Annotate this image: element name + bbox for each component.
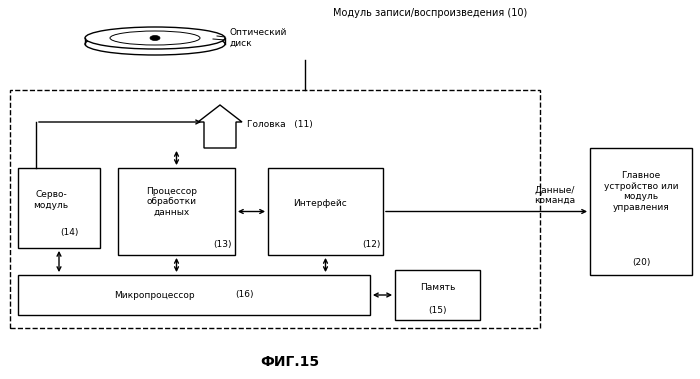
Bar <box>268 168 383 255</box>
Ellipse shape <box>110 31 200 45</box>
Text: Оптический
диск: Оптический диск <box>230 28 288 47</box>
Ellipse shape <box>85 33 225 55</box>
Text: (15): (15) <box>428 305 447 315</box>
Bar <box>18 275 370 315</box>
Text: Модуль записи/воспроизведения (10): Модуль записи/воспроизведения (10) <box>333 8 527 18</box>
Text: ФИГ.15: ФИГ.15 <box>260 355 320 369</box>
Text: (13): (13) <box>214 241 232 249</box>
Text: Интерфейс: Интерфейс <box>293 199 347 208</box>
Bar <box>118 168 235 255</box>
Ellipse shape <box>150 36 160 41</box>
Bar <box>10 90 540 328</box>
Text: (16): (16) <box>234 290 253 299</box>
Text: Данные/
команда: Данные/ команда <box>534 185 575 205</box>
Polygon shape <box>198 105 242 148</box>
Text: Микропроцессор: Микропроцессор <box>113 290 195 299</box>
Ellipse shape <box>85 27 225 49</box>
Text: Серво-
модуль: Серво- модуль <box>34 190 69 210</box>
Text: (20): (20) <box>632 258 650 268</box>
Text: Головка   (11): Головка (11) <box>247 121 313 130</box>
Text: (14): (14) <box>60 229 78 238</box>
Bar <box>590 148 692 275</box>
Text: Память: Память <box>420 282 455 291</box>
Bar <box>18 168 100 248</box>
Text: Главное
устройство или
модуль
управления: Главное устройство или модуль управления <box>603 171 678 211</box>
Text: (12): (12) <box>362 241 380 249</box>
Bar <box>395 270 480 320</box>
Text: Процессор
обработки
данных: Процессор обработки данных <box>146 186 197 216</box>
